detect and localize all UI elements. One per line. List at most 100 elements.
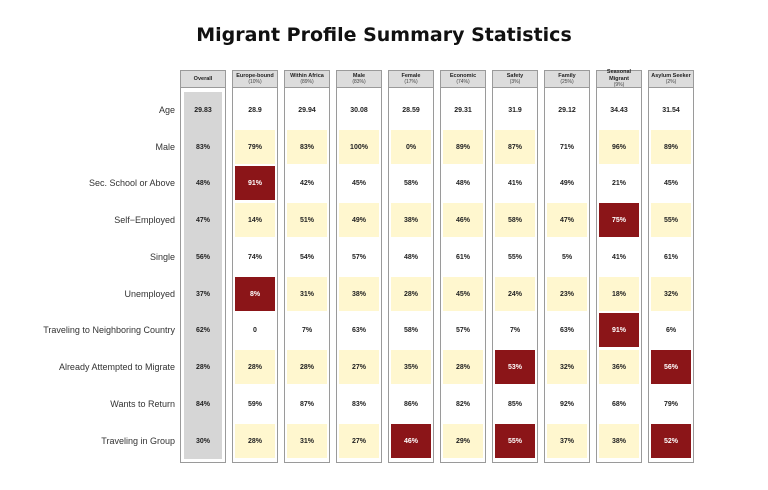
table-cell: 51% xyxy=(287,203,327,237)
column-header-name: Asylum Seeker xyxy=(651,72,691,79)
table-cell: 87% xyxy=(299,400,314,408)
table-cell: 61% xyxy=(663,253,678,261)
table-cell: 48% xyxy=(403,253,418,261)
table-cell: 14% xyxy=(235,203,275,237)
table-cell: 55% xyxy=(495,424,535,458)
table-cell: 37% xyxy=(547,424,587,458)
column-header-share: (74%) xyxy=(456,79,470,85)
row-label: Traveling in Group xyxy=(101,436,175,446)
table-cell: 5% xyxy=(561,253,573,261)
table-cell: 28% xyxy=(391,277,431,311)
table-cell: 27% xyxy=(339,424,379,458)
column-header: Male (83%) xyxy=(336,70,382,88)
row-label: Age xyxy=(158,105,175,115)
row-label: Already Attempted to Migrate xyxy=(58,362,175,372)
table-cell: 42% xyxy=(299,179,314,187)
table-cell: 79% xyxy=(663,400,678,408)
table-cell: 47% xyxy=(195,216,210,224)
table-cell: 28% xyxy=(443,350,483,384)
column-frame xyxy=(544,70,590,463)
column-header: Europe-bound (10%) xyxy=(232,70,278,88)
table-cell: 49% xyxy=(339,203,379,237)
table-cell: 47% xyxy=(547,203,587,237)
table-cell: 89% xyxy=(443,130,483,164)
table-cell: 31% xyxy=(287,277,327,311)
column-header-name: Safety xyxy=(506,72,524,79)
column-header-name: Economic xyxy=(449,72,477,79)
table-cell: 36% xyxy=(599,350,639,384)
row-label: Traveling to Neighboring Country xyxy=(43,325,175,335)
column-header-share: (2%) xyxy=(665,79,677,85)
table-cell: 57% xyxy=(455,326,470,334)
table-cell: 31% xyxy=(287,424,327,458)
table-cell: 59% xyxy=(247,400,262,408)
column-header-share: (25%) xyxy=(560,79,574,85)
column-header: Economic (74%) xyxy=(440,70,486,88)
row-label: Single xyxy=(149,252,175,262)
column-header: Female (17%) xyxy=(388,70,434,88)
row-label: Self−Employed xyxy=(114,215,175,225)
row-label: Male xyxy=(155,142,175,152)
column-header: Family (25%) xyxy=(544,70,590,88)
table-cell: 55% xyxy=(507,253,522,261)
column-header: Seasonal Migrant (9%) xyxy=(596,69,642,88)
table-cell: 31.54 xyxy=(662,106,680,114)
table-cell: 53% xyxy=(495,350,535,384)
table-cell: 30.08 xyxy=(350,106,368,114)
table-cell: 85% xyxy=(507,400,522,408)
chart-title: Migrant Profile Summary Statistics xyxy=(196,24,572,46)
table-cell: 62% xyxy=(195,326,210,334)
table-cell: 71% xyxy=(559,143,574,151)
table-cell: 31.9 xyxy=(508,106,522,114)
column-header-name: Overall xyxy=(193,75,213,82)
table-cell: 35% xyxy=(391,350,431,384)
table-cell: 38% xyxy=(339,277,379,311)
table-cell: 46% xyxy=(443,203,483,237)
table-cell: 87% xyxy=(495,130,535,164)
table-cell: 83% xyxy=(351,400,366,408)
table-cell: 34.43 xyxy=(610,106,628,114)
table-cell: 28.9 xyxy=(248,106,262,114)
table-cell: 23% xyxy=(547,277,587,311)
table-cell: 91% xyxy=(235,166,275,200)
table-cell: 38% xyxy=(391,203,431,237)
column-header-share: (17%) xyxy=(404,79,418,85)
table-cell: 68% xyxy=(611,400,626,408)
table-cell: 41% xyxy=(611,253,626,261)
column-header-name: Within Africa xyxy=(290,72,324,79)
table-cell: 46% xyxy=(391,424,431,458)
column-header-share: (3%) xyxy=(509,79,521,85)
table-cell: 24% xyxy=(495,277,535,311)
table-cell: 32% xyxy=(547,350,587,384)
table-cell: 49% xyxy=(559,179,574,187)
column-header: Within Africa (89%) xyxy=(284,70,330,88)
table-cell: 58% xyxy=(403,326,418,334)
table-cell: 56% xyxy=(651,350,691,384)
column-header-name: Seasonal Migrant xyxy=(606,69,632,82)
table-cell: 58% xyxy=(495,203,535,237)
table-cell: 57% xyxy=(351,253,366,261)
table-cell: 96% xyxy=(599,130,639,164)
table-cell: 28% xyxy=(287,350,327,384)
row-label: Wants to Return xyxy=(110,399,175,409)
table-cell: 45% xyxy=(351,179,366,187)
table-cell: 86% xyxy=(403,400,418,408)
table-cell: 41% xyxy=(507,179,522,187)
table-cell: 29.31 xyxy=(454,106,472,114)
table-cell: 48% xyxy=(455,179,470,187)
column-header: Asylum Seeker (2%) xyxy=(648,70,694,88)
table-cell: 48% xyxy=(195,179,210,187)
table-cell: 32% xyxy=(651,277,691,311)
table-cell: 45% xyxy=(663,179,678,187)
overall-column-fill xyxy=(184,92,222,459)
table-cell: 18% xyxy=(599,277,639,311)
table-cell: 83% xyxy=(287,130,327,164)
table-cell: 7% xyxy=(301,326,313,334)
table-cell: 29.94 xyxy=(298,106,316,114)
table-cell: 55% xyxy=(651,203,691,237)
table-cell: 61% xyxy=(455,253,470,261)
column-header-name: Male xyxy=(352,72,366,79)
table-cell: 29.12 xyxy=(558,106,576,114)
table-cell: 30% xyxy=(195,437,210,445)
table-cell: 38% xyxy=(599,424,639,458)
